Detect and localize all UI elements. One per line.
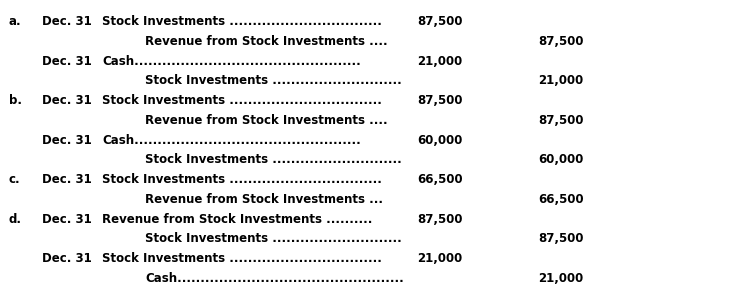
Text: Dec. 31: Dec. 31	[42, 133, 92, 147]
Text: Dec. 31: Dec. 31	[42, 15, 92, 28]
Text: 87,500: 87,500	[417, 15, 463, 28]
Text: 21,000: 21,000	[417, 252, 463, 265]
Text: b.: b.	[9, 94, 22, 107]
Text: Stock Investments ............................: Stock Investments ......................…	[145, 153, 402, 166]
Text: a.: a.	[9, 15, 21, 28]
Text: 21,000: 21,000	[417, 55, 463, 68]
Text: Stock Investments .................................: Stock Investments ......................…	[102, 173, 382, 186]
Text: Dec. 31: Dec. 31	[42, 55, 92, 68]
Text: 87,500: 87,500	[417, 94, 463, 107]
Text: 60,000: 60,000	[538, 153, 583, 166]
Text: Revenue from Stock Investments ....: Revenue from Stock Investments ....	[145, 114, 387, 127]
Text: Dec. 31: Dec. 31	[42, 252, 92, 265]
Text: Dec. 31: Dec. 31	[42, 94, 92, 107]
Text: 87,500: 87,500	[538, 114, 583, 127]
Text: Cash.................................................: Cash....................................…	[145, 272, 403, 285]
Text: 87,500: 87,500	[538, 35, 583, 48]
Text: 21,000: 21,000	[538, 272, 583, 285]
Text: 87,500: 87,500	[538, 232, 583, 245]
Text: Revenue from Stock Investments ...: Revenue from Stock Investments ...	[145, 193, 383, 206]
Text: 21,000: 21,000	[538, 74, 583, 87]
Text: d.: d.	[9, 213, 22, 225]
Text: Cash.................................................: Cash....................................…	[102, 55, 361, 68]
Text: Revenue from Stock Investments ..........: Revenue from Stock Investments .........…	[102, 213, 373, 225]
Text: 66,500: 66,500	[417, 173, 463, 186]
Text: 66,500: 66,500	[538, 193, 583, 206]
Text: Stock Investments ............................: Stock Investments ......................…	[145, 232, 402, 245]
Text: Stock Investments .................................: Stock Investments ......................…	[102, 94, 382, 107]
Text: 87,500: 87,500	[417, 213, 463, 225]
Text: Dec. 31: Dec. 31	[42, 213, 92, 225]
Text: Cash.................................................: Cash....................................…	[102, 133, 361, 147]
Text: 60,000: 60,000	[417, 133, 463, 147]
Text: c.: c.	[9, 173, 20, 186]
Text: Stock Investments ............................: Stock Investments ......................…	[145, 74, 402, 87]
Text: Stock Investments .................................: Stock Investments ......................…	[102, 15, 382, 28]
Text: Revenue from Stock Investments ....: Revenue from Stock Investments ....	[145, 35, 387, 48]
Text: Dec. 31: Dec. 31	[42, 173, 92, 186]
Text: Stock Investments .................................: Stock Investments ......................…	[102, 252, 382, 265]
